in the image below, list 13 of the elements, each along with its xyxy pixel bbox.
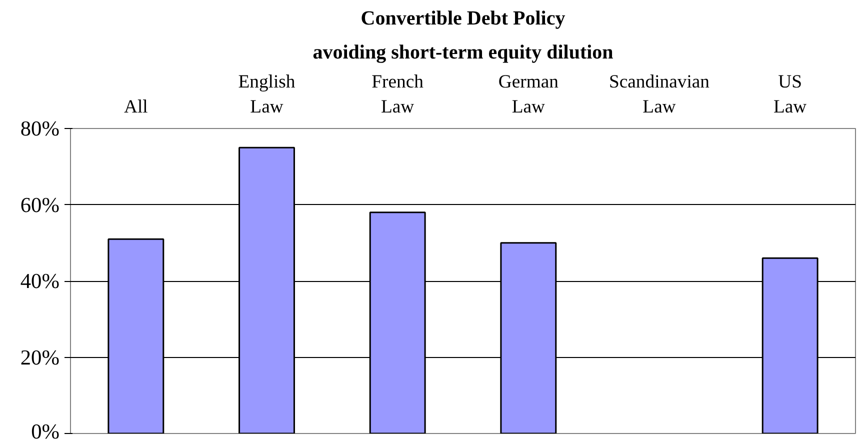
y-tick-label: 40% <box>20 269 60 293</box>
chart-title: Convertible Debt Policy <box>360 8 566 30</box>
x-tick-label: Scandinavian Law <box>608 71 710 118</box>
x-tick-label: All <box>124 96 148 118</box>
y-tick-label: 80% <box>20 116 60 140</box>
x-tick-label: US Law <box>774 71 808 118</box>
x-tick-label: German Law <box>498 71 560 118</box>
chart-subtitle: avoiding short-term equity dilution <box>312 42 614 64</box>
y-tick-label: 20% <box>20 345 60 370</box>
x-tick-label: English Law <box>238 71 296 118</box>
y-tick-label: 60% <box>20 192 60 217</box>
y-tick-label: 0% <box>31 420 60 443</box>
x-tick-label: French Law <box>372 71 424 118</box>
